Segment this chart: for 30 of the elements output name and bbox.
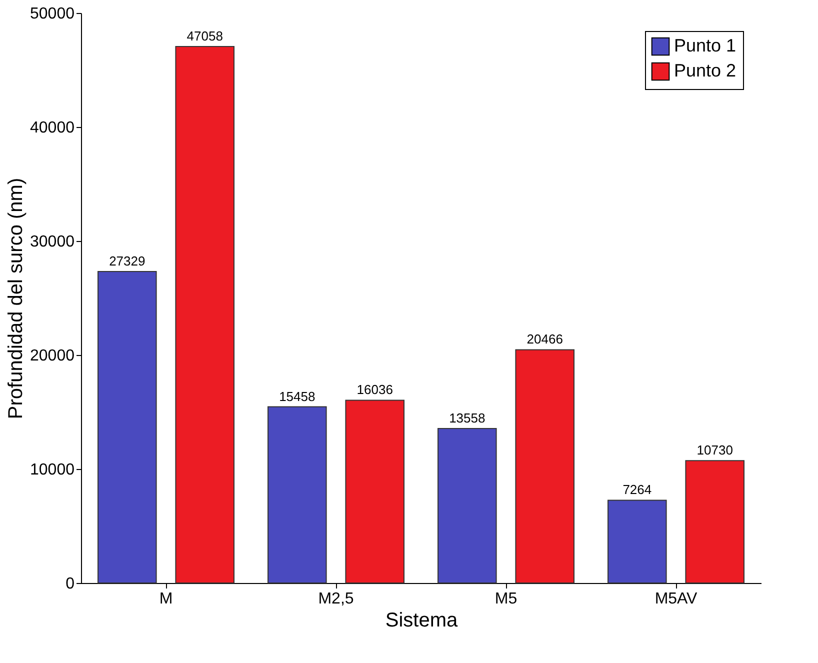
data-label: 10730 <box>696 442 733 458</box>
data-label: 13558 <box>449 410 486 426</box>
legend-label: Punto 2 <box>674 60 736 80</box>
y-axis-title: Profundidad del surco (nm) <box>5 178 28 420</box>
data-label: 20466 <box>526 332 563 347</box>
x-tick-label: M5 <box>494 590 518 608</box>
data-label: 27329 <box>109 253 146 268</box>
y-tick-label: 0 <box>66 576 75 592</box>
x-tick-label: M5AV <box>654 590 698 608</box>
data-label: 7264 <box>622 482 652 498</box>
y-tick-label: 50000 <box>30 6 75 22</box>
x-axis-title: Sistema <box>385 610 458 632</box>
bar <box>685 460 744 584</box>
bar <box>515 349 574 584</box>
bar <box>608 500 667 584</box>
y-tick-label: 20000 <box>30 348 75 364</box>
x-tick-label: M2,5 <box>318 590 354 608</box>
y-tick-label: 30000 <box>30 234 75 250</box>
data-label: 47058 <box>186 28 223 44</box>
x-tick-label: M <box>159 590 173 608</box>
bar <box>438 428 497 584</box>
data-label: 16036 <box>356 382 393 398</box>
y-tick-label: 40000 <box>30 120 75 136</box>
data-label: 15458 <box>279 388 316 404</box>
y-tick-label: 10000 <box>30 462 75 478</box>
bar <box>268 406 327 584</box>
bar <box>345 400 404 584</box>
bar <box>98 270 157 584</box>
bar <box>175 46 234 584</box>
legend-label: Punto 1 <box>674 36 736 56</box>
